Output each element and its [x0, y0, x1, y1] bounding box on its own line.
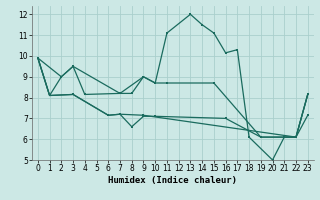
- X-axis label: Humidex (Indice chaleur): Humidex (Indice chaleur): [108, 176, 237, 185]
